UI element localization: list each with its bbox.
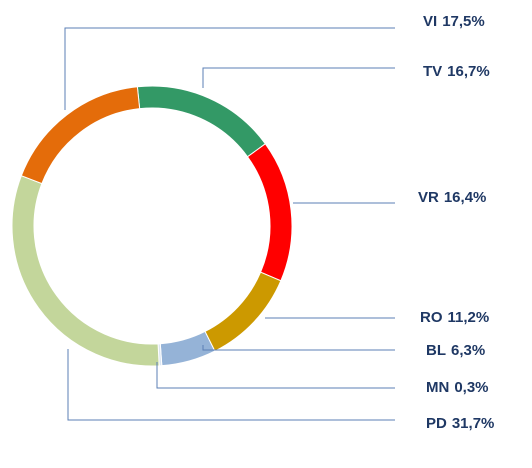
donut-slice	[11, 175, 160, 367]
value-label: 0,3%	[454, 379, 488, 396]
category-name: TV	[423, 63, 442, 80]
value-label: 16,7%	[447, 63, 490, 80]
category-name: BL	[426, 342, 446, 359]
leader-line	[202, 67, 395, 88]
data-label: TV 16,7%	[423, 63, 490, 80]
data-label: VI 17,5%	[423, 13, 485, 30]
value-label: 16,4%	[444, 189, 487, 206]
donut-slice	[246, 143, 293, 282]
donut-slice	[136, 85, 267, 158]
value-label: 17,5%	[442, 13, 485, 30]
value-label: 11,2%	[448, 309, 490, 326]
category-name: VI	[423, 13, 437, 30]
category-name: PD	[426, 415, 447, 432]
category-name: MN	[426, 379, 449, 396]
leader-line	[202, 345, 395, 351]
leader-line	[64, 27, 395, 110]
donut-slice	[20, 86, 141, 185]
data-label: VR 16,4%	[418, 189, 486, 206]
category-name: VR	[418, 189, 439, 206]
data-label: RO 11,2%	[420, 309, 489, 326]
data-label: MN 0,3%	[426, 379, 489, 396]
value-label: 6,3%	[451, 342, 485, 359]
category-name: RO	[420, 309, 443, 326]
leader-line	[156, 362, 395, 389]
donut-slice	[159, 330, 216, 367]
leader-line	[67, 349, 395, 421]
value-label: 31,7%	[452, 415, 495, 432]
donut-slice	[204, 271, 282, 352]
data-label: PD 31,7%	[426, 415, 494, 432]
data-label: BL 6,3%	[426, 342, 485, 359]
